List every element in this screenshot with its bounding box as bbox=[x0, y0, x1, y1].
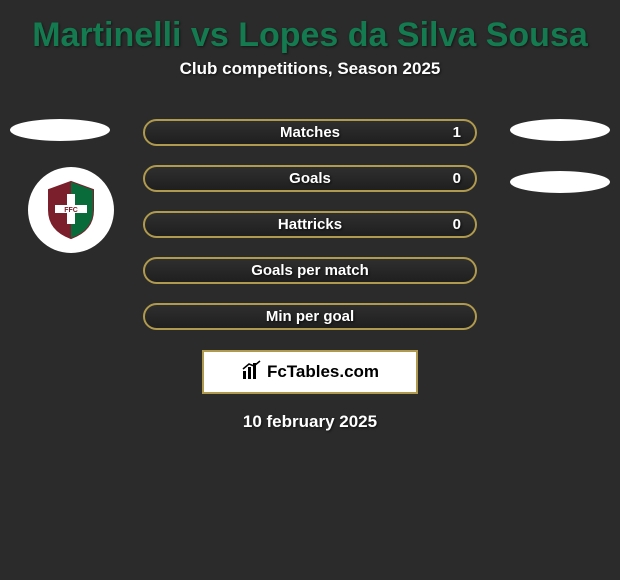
chart-icon bbox=[241, 359, 263, 386]
stat-label: Goals bbox=[289, 170, 331, 187]
source-logo-box: FcTables.com bbox=[202, 350, 418, 394]
stat-bar-min-per-goal: Min per goal bbox=[143, 303, 477, 330]
player-photo-left-placeholder bbox=[10, 119, 110, 141]
stat-label: Hattricks bbox=[278, 216, 342, 233]
logo-text: FcTables.com bbox=[267, 362, 379, 382]
date: 10 february 2025 bbox=[243, 412, 377, 432]
comparison-title: Martinelli vs Lopes da Silva Sousa bbox=[32, 16, 588, 55]
main-area: FFC Matches 1 Goals 0 Hattricks 0 Goals … bbox=[0, 119, 620, 330]
player-photo-right-placeholder-1 bbox=[510, 119, 610, 141]
club-shield-icon: FFC bbox=[45, 180, 97, 240]
stat-bar-goals: Goals 0 bbox=[143, 165, 477, 192]
stat-bar-goals-per-match: Goals per match bbox=[143, 257, 477, 284]
stat-value: 0 bbox=[453, 170, 461, 187]
stat-bar-hattricks: Hattricks 0 bbox=[143, 211, 477, 238]
stat-bar-matches: Matches 1 bbox=[143, 119, 477, 146]
club-badge: FFC bbox=[28, 167, 114, 253]
svg-text:FFC: FFC bbox=[64, 207, 78, 214]
stat-label: Goals per match bbox=[251, 262, 369, 279]
stat-label: Min per goal bbox=[266, 308, 354, 325]
stat-value: 1 bbox=[453, 124, 461, 141]
stat-label: Matches bbox=[280, 124, 340, 141]
subtitle: Club competitions, Season 2025 bbox=[180, 59, 441, 79]
stat-value: 0 bbox=[453, 216, 461, 233]
player-photo-right-placeholder-2 bbox=[510, 171, 610, 193]
stat-bars: Matches 1 Goals 0 Hattricks 0 Goals per … bbox=[143, 119, 477, 330]
